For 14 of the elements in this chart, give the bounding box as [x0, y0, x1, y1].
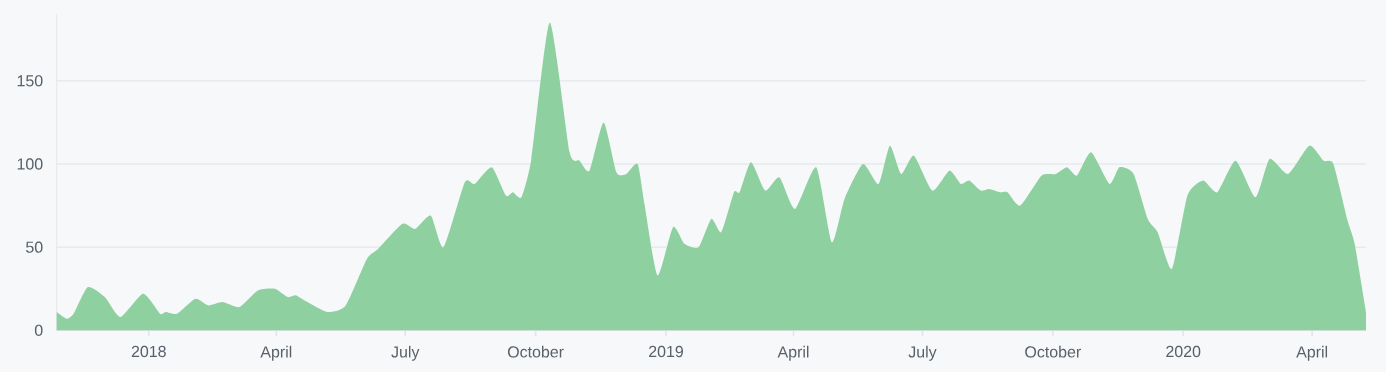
y-tick-label: 100	[17, 158, 43, 170]
x-tick-label: October	[1025, 345, 1081, 358]
y-tick-label: 50	[26, 241, 43, 253]
y-tick-label: 150	[17, 75, 43, 87]
y-tick-label: 0	[34, 324, 43, 336]
x-tick-label: April	[260, 345, 292, 361]
x-tick-label: July	[391, 345, 420, 361]
x-tick-label: 2018	[131, 345, 166, 358]
x-tick-label: 2020	[1166, 345, 1201, 358]
x-tick-label: July	[908, 345, 937, 361]
x-tick-label: April	[1296, 345, 1328, 361]
x-tick-label: 2019	[649, 345, 683, 358]
x-tick-label: October	[507, 345, 564, 358]
x-tick-label: April	[777, 345, 809, 361]
